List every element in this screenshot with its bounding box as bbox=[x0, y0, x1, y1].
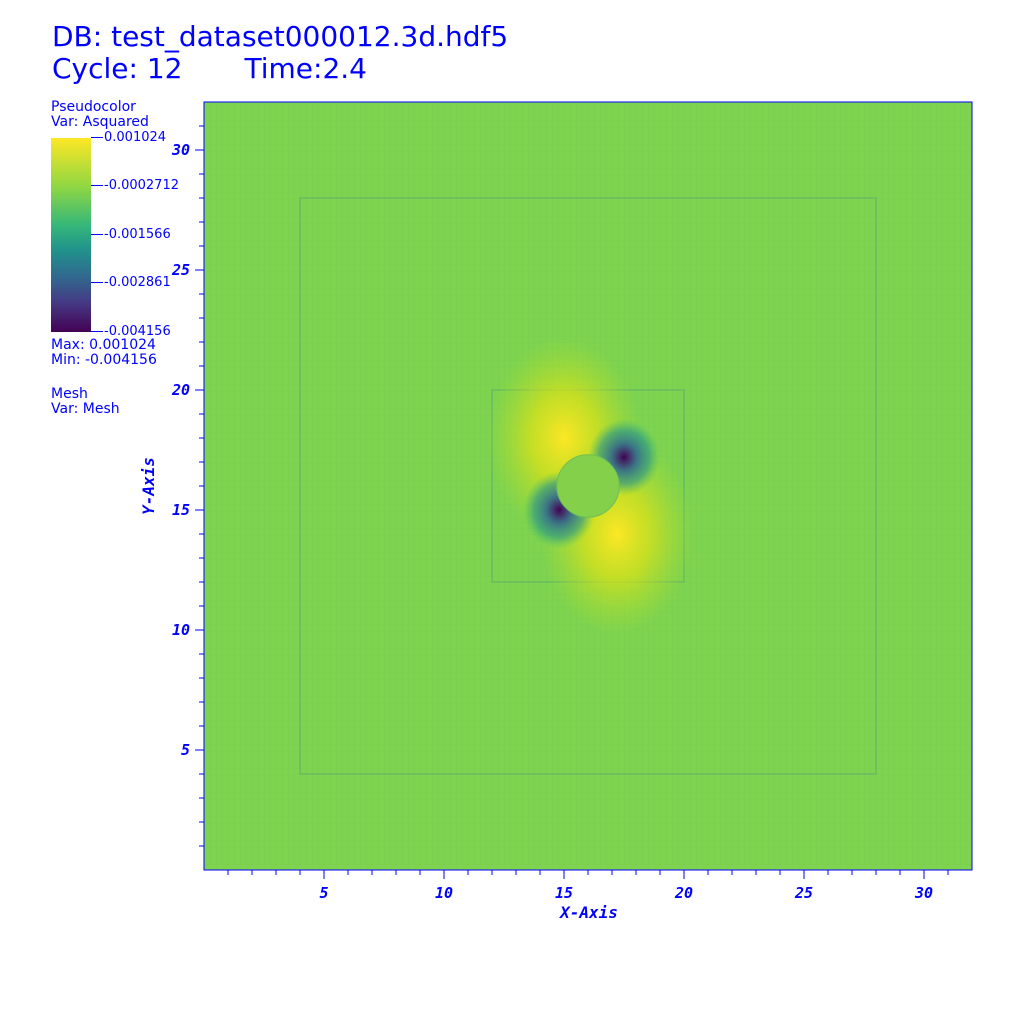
y-tick-label: 25 bbox=[171, 261, 190, 279]
disk-0 bbox=[556, 454, 620, 518]
y-axis-label: Y-Axis bbox=[139, 457, 158, 515]
legend-mesh-var: Var: Mesh bbox=[51, 401, 120, 417]
refinement-box-0 bbox=[299, 197, 877, 775]
axes: 5 10 15 20 25 30 5 10 15 20 25 30 bbox=[171, 101, 973, 902]
legend-mesh-label: Mesh bbox=[51, 386, 88, 402]
x-tick-label: 15 bbox=[555, 884, 573, 902]
legend-max: Max: 0.001024 bbox=[51, 337, 156, 353]
x-tick-label: 25 bbox=[794, 884, 813, 902]
colorbar-tick-0: 0.001024 bbox=[91, 131, 166, 144]
cycle-time-line: Cycle: 12 Time:2.4 bbox=[52, 54, 367, 84]
legend-var: Var: Asquared bbox=[51, 114, 149, 130]
x-tick-label: 20 bbox=[674, 884, 693, 902]
time-label: Time:2.4 bbox=[244, 52, 367, 85]
colorbar bbox=[51, 138, 91, 332]
y-tick-label: 10 bbox=[172, 621, 190, 639]
colorbar-tick-3: -0.002861 bbox=[91, 276, 171, 289]
x-axis-label: X-Axis bbox=[558, 903, 618, 922]
x-tick-label: 30 bbox=[914, 884, 933, 902]
y-tick-label: 5 bbox=[181, 741, 190, 759]
colorbar-tick-4: -0.004156 bbox=[91, 325, 171, 338]
db-title: DB: test_dataset000012.3d.hdf5 bbox=[52, 20, 509, 53]
legend-plot-type: Pseudocolor bbox=[51, 99, 136, 115]
colorbar-tick-1: -0.0002712 bbox=[91, 179, 179, 192]
y-tick-label: 20 bbox=[171, 381, 190, 399]
cycle-label: Cycle: 12 bbox=[52, 52, 183, 85]
colorbar-tick-2: -0.001566 bbox=[91, 228, 171, 241]
legend-min: Min: -0.004156 bbox=[51, 352, 157, 368]
heatmap-field bbox=[204, 102, 972, 870]
x-tick-label: 10 bbox=[435, 884, 453, 902]
y-tick-label: 15 bbox=[172, 501, 190, 519]
y-tick-label: 30 bbox=[171, 141, 190, 159]
x-tick-label: 5 bbox=[319, 884, 328, 902]
